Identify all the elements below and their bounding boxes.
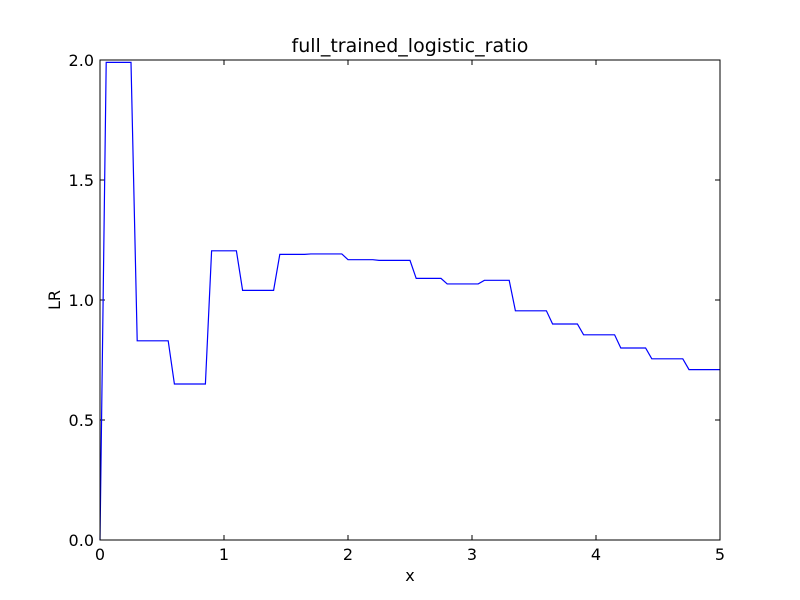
x-tick-label: 0 [95, 545, 105, 564]
y-tick-label: 2.0 [69, 51, 94, 70]
x-tick-label: 5 [715, 545, 725, 564]
x-tick-label: 4 [591, 545, 601, 564]
y-tick-label: 1.5 [69, 171, 94, 190]
y-axis-title: LR [45, 290, 64, 310]
y-tick-label: 0.5 [69, 411, 94, 430]
plot-frame [99, 59, 721, 541]
y-tick-label: 1.0 [69, 291, 94, 310]
series-line [99, 61, 720, 541]
x-tick-label: 1 [219, 545, 229, 564]
x-axis-title: x [405, 566, 414, 585]
y-tick-label: 0.0 [69, 531, 94, 550]
x-tick-label: 3 [467, 545, 477, 564]
x-tick-label: 2 [343, 545, 353, 564]
chart-title: full_trained_logistic_ratio [292, 35, 529, 57]
